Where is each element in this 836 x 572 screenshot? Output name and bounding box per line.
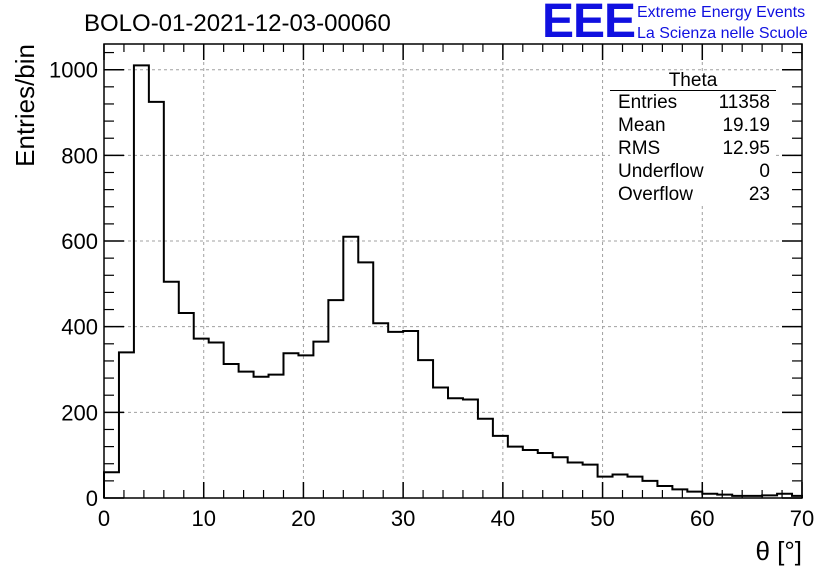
chart-title: BOLO-01-2021-12-03-00060	[84, 10, 391, 37]
axis-ticks	[103, 44, 803, 499]
y-tick-label: 600	[61, 229, 98, 254]
grid	[104, 44, 802, 498]
x-tick-label: 10	[191, 506, 215, 531]
stat-label: Overflow	[618, 184, 693, 205]
y-tick-label: 800	[61, 143, 98, 168]
x-tick-label: 40	[491, 506, 515, 531]
y-tick-label: 0	[86, 486, 98, 511]
stat-row-mean: Mean 19.19	[610, 114, 776, 137]
stat-label: Mean	[618, 115, 666, 136]
stat-row-overflow: Overflow 23	[610, 183, 776, 206]
stat-value: 23	[748, 184, 770, 205]
stat-label: Entries	[618, 92, 678, 113]
stats-title: Theta	[610, 71, 776, 91]
x-tick-label: 50	[590, 506, 614, 531]
x-tick-label: 60	[690, 506, 714, 531]
y-tick-label: 200	[61, 400, 98, 425]
x-axis-title: θ [°]	[755, 536, 802, 566]
stat-label: Underflow	[618, 161, 704, 182]
x-tick-label: 20	[291, 506, 315, 531]
stat-row-entries: Entries 11358	[610, 91, 776, 114]
plot-frame	[103, 43, 803, 499]
stat-value: 0	[759, 161, 770, 182]
stat-value: 11358	[718, 92, 770, 113]
logo-subtitle-line2: La Scienza nelle Scuole	[637, 25, 808, 42]
logo-subtitle-line1: Extreme Energy Events	[637, 4, 806, 21]
x-tick-label: 70	[790, 506, 814, 531]
x-tick-label: 30	[391, 506, 415, 531]
stat-row-underflow: Underflow 0	[610, 160, 776, 183]
stat-value: 19.19	[722, 115, 770, 136]
stat-value: 12.95	[722, 138, 770, 159]
y-tick-label: 1000	[49, 58, 98, 83]
tick-labels: 0 10 20 30 40 50 60 70 0 200 400 600 800 1000	[49, 58, 814, 531]
stats-box: Theta Entries 11358 Mean 19.19 RMS 12.95…	[610, 71, 776, 206]
y-tick-label: 400	[61, 315, 98, 340]
stat-row-rms: RMS 12.95	[610, 137, 776, 160]
y-axis-title: Entries/bin	[10, 44, 40, 167]
stat-label: RMS	[618, 138, 661, 159]
eee-logo: EEE	[542, 0, 636, 48]
histogram-step-line	[103, 64, 803, 498]
x-tick-label: 0	[98, 506, 110, 531]
